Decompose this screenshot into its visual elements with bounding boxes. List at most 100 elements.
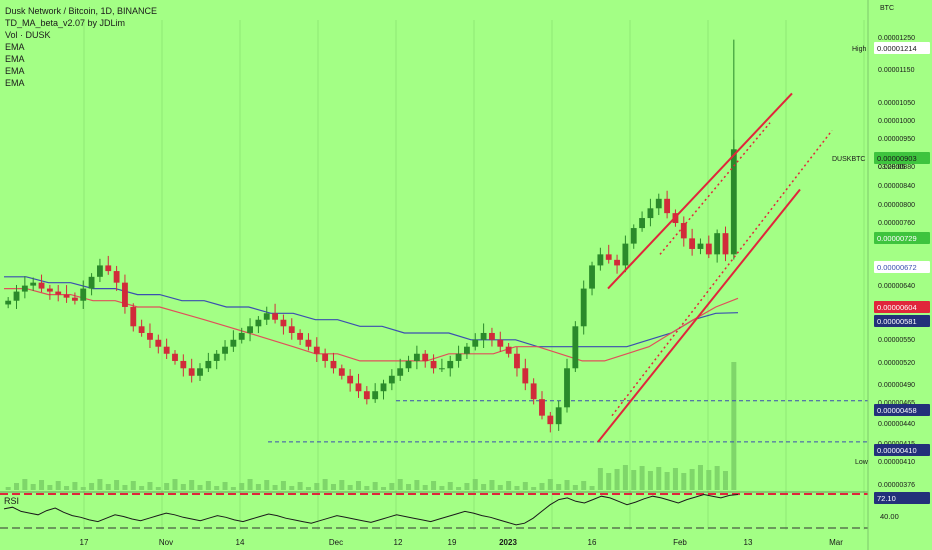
volume-bar	[255, 484, 261, 490]
legend-ema-4[interactable]: EMA	[5, 78, 25, 88]
volume-bar	[239, 483, 245, 490]
price-tick: 0.00000760	[878, 220, 915, 227]
candle-body	[188, 368, 195, 376]
candle-body	[197, 368, 203, 376]
volume-bar	[230, 487, 236, 490]
ema-d-tag-bg	[874, 315, 930, 327]
candle-body	[647, 208, 654, 219]
volume-bar	[631, 470, 637, 490]
candle-body	[105, 265, 112, 272]
volume-bar	[297, 482, 303, 490]
candle-body	[555, 407, 562, 425]
volume-bar	[464, 483, 470, 490]
price-tick: 0.00001150	[878, 67, 915, 74]
support2-tag: 0.00000410	[877, 446, 917, 455]
candle-body	[605, 254, 612, 260]
low-label: Low	[855, 459, 869, 466]
volume-bar	[489, 480, 495, 490]
candle-body	[539, 399, 545, 416]
candle-body	[222, 346, 228, 354]
volume-bar	[55, 481, 61, 490]
candle-body	[522, 368, 529, 384]
volume-bar	[439, 486, 445, 490]
candle-body	[330, 360, 337, 369]
channel-upper-line	[607, 92, 793, 290]
candle-body	[347, 375, 354, 384]
volume-bar	[222, 482, 228, 490]
candle-body	[138, 326, 145, 333]
candle-body	[705, 243, 712, 255]
price-tick: 0.00001050	[878, 100, 915, 107]
candle-body	[689, 238, 696, 249]
volume-bar	[531, 487, 537, 490]
candle-body	[180, 360, 187, 369]
support2-tag-bg	[874, 444, 930, 456]
volume-bar	[372, 482, 378, 490]
time-tick: 12	[394, 538, 403, 547]
symbol-label: DUSKBTC	[832, 156, 865, 163]
volume-bar	[364, 486, 370, 490]
volume-bar	[406, 484, 412, 490]
trend-channel[interactable]	[597, 92, 833, 443]
candle-body	[355, 383, 362, 392]
candle-body	[530, 383, 537, 400]
candle-body	[297, 332, 304, 340]
price-tick: 0.00001000	[878, 118, 915, 125]
volume-bar	[72, 482, 78, 490]
candle-body	[413, 353, 420, 361]
candle-body	[322, 353, 329, 361]
rsi-tick: 40.00	[880, 512, 899, 521]
volume-bar	[147, 482, 153, 490]
volume-bar	[355, 481, 361, 490]
candle-body	[722, 233, 729, 255]
time-tick: Feb	[673, 538, 687, 547]
volume-bar	[64, 486, 70, 490]
candle-body	[288, 326, 295, 333]
candle-body	[97, 265, 103, 277]
support1-tag-bg	[874, 404, 930, 416]
candle-body	[80, 288, 87, 301]
volume-bar	[105, 484, 111, 490]
support1-tag: 0.00000458	[877, 406, 917, 415]
legend-volume[interactable]: Vol · DUSK	[5, 30, 51, 40]
volume-bar	[80, 487, 86, 490]
time-tick: Mar	[829, 538, 843, 547]
volume-bar	[622, 465, 628, 490]
volume-bar	[547, 479, 553, 490]
price-tick: 0.00000440	[878, 421, 915, 428]
candle-body	[447, 360, 454, 369]
candle-body	[46, 288, 53, 292]
volume-bar	[414, 480, 420, 490]
chart-legend: Dusk Network / Bitcoin, 1D, BINANCE TD_M…	[5, 5, 157, 89]
candles	[5, 39, 737, 433]
legend-indicator[interactable]: TD_MA_beta_v2.07 by JDLim	[5, 18, 126, 28]
ema-a-tag: 0.00000729	[877, 234, 917, 243]
time-axis[interactable]: 17 Nov 14 Dec 12 19 2023 16 Feb 13 Mar	[80, 538, 844, 547]
candle-body	[30, 282, 37, 286]
volume-bar	[14, 483, 20, 490]
time-tick: 14	[236, 538, 245, 547]
volume-bar	[22, 479, 28, 490]
legend-ema-1[interactable]: EMA	[5, 42, 25, 52]
ema-b-tag-bg	[874, 261, 930, 273]
candle-body	[13, 291, 20, 301]
legend-ema-3[interactable]: EMA	[5, 66, 25, 76]
candle-body	[213, 353, 220, 361]
candle-body	[63, 294, 70, 298]
candle-body	[505, 346, 512, 354]
rsi-pane[interactable]: RSI	[0, 491, 868, 529]
volume-bar	[47, 485, 53, 490]
candle-body	[680, 223, 687, 239]
legend-title[interactable]: Dusk Network / Bitcoin, 1D, BINANCE	[5, 6, 158, 16]
volume-bar	[130, 481, 136, 490]
legend-ema-2[interactable]: EMA	[5, 54, 25, 64]
candle-body	[422, 353, 429, 361]
ema-b-tag: 0.00000672	[877, 263, 917, 272]
time-tick: 17	[80, 538, 89, 547]
volume-bar	[714, 466, 720, 490]
volume-bar	[481, 484, 487, 490]
candle-body	[255, 319, 262, 327]
volume-bar	[539, 483, 545, 490]
